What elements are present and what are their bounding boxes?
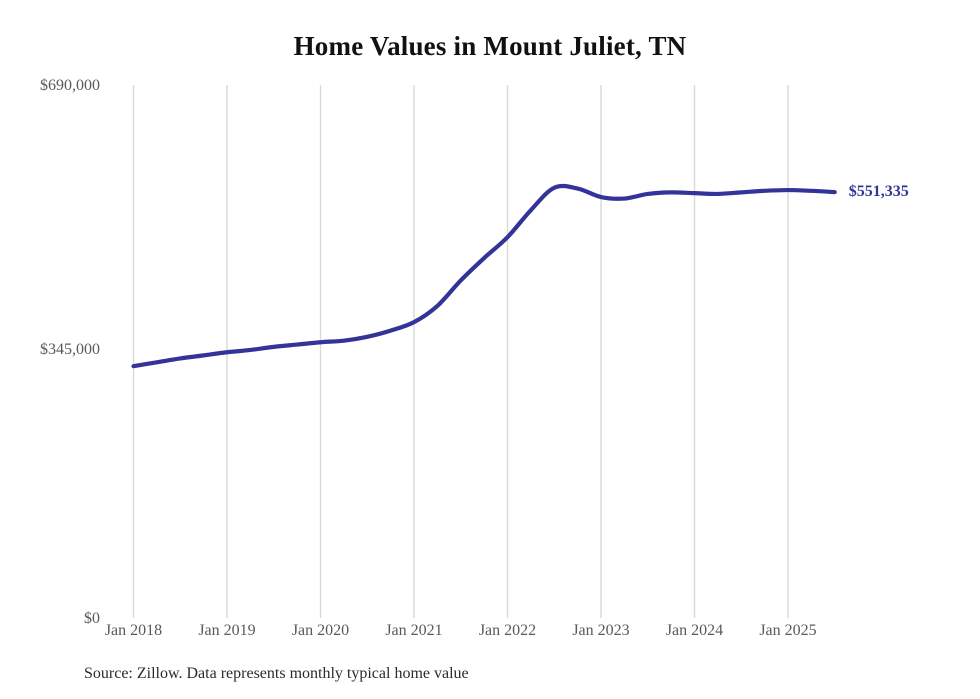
x-axis-tick-jan-2025: Jan 2025 xyxy=(759,622,817,639)
x-axis-tick-jan-2019: Jan 2019 xyxy=(198,622,256,639)
y-axis-tick-345000: $345,000 xyxy=(40,341,100,358)
y-axis-tick-0: $0 xyxy=(84,610,100,627)
x-axis-tick-jan-2024: Jan 2024 xyxy=(665,622,724,639)
line-series-typical-home-value xyxy=(131,183,837,369)
y-axis-tick-690000: $690,000 xyxy=(40,77,100,94)
x-axis-tick-jan-2021: Jan 2021 xyxy=(385,622,443,639)
source-note: Source: Zillow. Data represents monthly … xyxy=(84,665,469,682)
x-axis-tick-jan-2020: Jan 2020 xyxy=(291,622,350,639)
end-value-data-label: $551,335 xyxy=(848,183,909,201)
chart-title: Home Values in Mount Juliet, TN xyxy=(293,31,687,61)
x-axis-tick-jan-2022: Jan 2022 xyxy=(478,622,537,639)
x-axis-tick-jan-2018: Jan 2018 xyxy=(104,622,163,639)
x-axis-tick-jan-2023: Jan 2023 xyxy=(572,622,630,639)
